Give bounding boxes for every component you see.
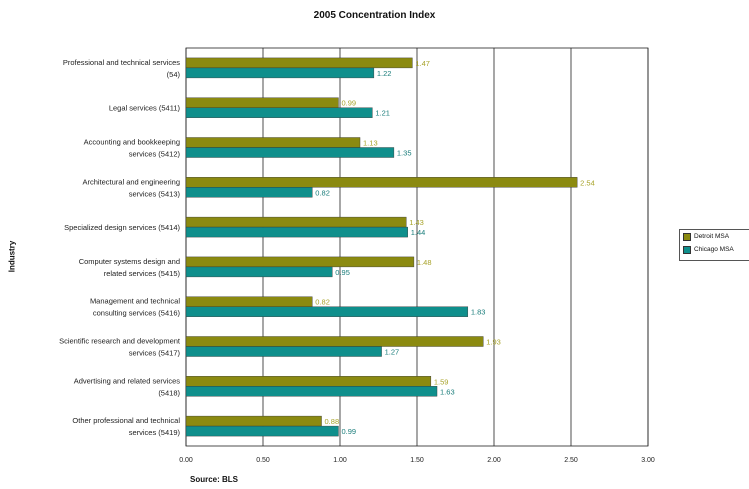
category-label: related services (5415) xyxy=(104,269,181,278)
bar-detroit xyxy=(185,415,322,427)
category-label: Professional and technical services xyxy=(63,58,180,67)
legend-swatch-chicago xyxy=(683,245,691,254)
data-label: 0.99 xyxy=(341,99,356,108)
x-tick-label: 0.00 xyxy=(179,457,193,464)
x-tick-label: 2.50 xyxy=(564,457,578,464)
bar-chicago xyxy=(185,226,408,238)
data-label: 1.63 xyxy=(440,387,455,396)
bar-chicago xyxy=(185,67,375,79)
source-note: Source: BLS xyxy=(190,475,239,484)
category-label: (5418) xyxy=(158,388,180,397)
data-label: 1.47 xyxy=(415,59,430,68)
bar-chicago xyxy=(185,425,339,437)
data-label: 1.44 xyxy=(411,228,426,237)
category-label: Accounting and bookkeeping xyxy=(84,138,180,147)
bar-chicago xyxy=(185,266,333,278)
bar-chicago xyxy=(185,386,438,397)
data-label: 1.21 xyxy=(375,109,390,118)
category-label: Legal services (5411) xyxy=(109,104,181,113)
category-label: (54) xyxy=(167,70,181,79)
bar-detroit xyxy=(185,97,339,108)
data-label: 1.27 xyxy=(385,348,400,357)
bar-detroit xyxy=(185,57,413,69)
legend-item-detroit: Detroit MSA xyxy=(680,230,749,243)
bar-detroit xyxy=(185,336,484,347)
category-label: services (5412) xyxy=(129,150,181,159)
category-label: consulting services (5416) xyxy=(93,309,181,318)
legend: Detroit MSA Chicago MSA xyxy=(679,229,749,261)
x-tick-label: 3.00 xyxy=(641,457,655,464)
category-label: Computer systems design and xyxy=(79,257,180,266)
bar-detroit xyxy=(185,256,415,268)
legend-item-chicago: Chicago MSA xyxy=(680,243,749,256)
plot-frame xyxy=(185,47,649,447)
data-label: 1.83 xyxy=(471,308,486,317)
bar-chicago xyxy=(185,306,469,317)
category-label: services (5413) xyxy=(129,189,181,198)
category-label: Architectural and engineering xyxy=(82,177,180,186)
category-label: Management and technical xyxy=(90,297,180,306)
bar-detroit xyxy=(185,137,361,148)
category-label: Other professional and technical xyxy=(72,416,180,425)
bar-detroit xyxy=(185,177,578,188)
category-label: services (5419) xyxy=(129,428,181,437)
data-label: 1.35 xyxy=(397,149,412,158)
legend-label-detroit: Detroit MSA xyxy=(694,233,730,240)
category-label: Advertising and related services xyxy=(74,376,181,385)
data-label: 0.99 xyxy=(341,427,356,436)
data-label: 2.54 xyxy=(580,178,595,187)
x-tick-label: 1.00 xyxy=(333,457,347,464)
category-label: Specialized design services (5414) xyxy=(64,223,180,232)
x-tick-label: 1.50 xyxy=(410,457,424,464)
data-label: 0.95 xyxy=(335,268,350,277)
bar-chicago xyxy=(185,107,373,118)
bar-detroit xyxy=(185,216,407,228)
legend-label-chicago: Chicago MSA xyxy=(694,246,734,253)
data-label: 1.43 xyxy=(409,218,424,227)
bar-chicago xyxy=(185,147,395,158)
bar-detroit xyxy=(185,376,432,387)
category-label: Scientific research and development xyxy=(59,337,181,346)
data-label: 1.13 xyxy=(363,139,378,148)
data-label: 1.22 xyxy=(377,69,392,78)
legend-swatch-detroit xyxy=(683,232,691,241)
bar-chicago xyxy=(185,187,313,198)
category-label: services (5417) xyxy=(129,349,181,358)
bar-detroit xyxy=(185,296,313,307)
data-label: 1.48 xyxy=(417,258,432,267)
data-label: 1.59 xyxy=(434,377,449,386)
chart-title: 2005 Concentration Index xyxy=(313,10,436,21)
data-label: 0.82 xyxy=(315,298,330,307)
y-axis-label: Industry xyxy=(7,240,17,273)
x-tick-label: 2.00 xyxy=(487,457,501,464)
data-label: 1.93 xyxy=(486,338,501,347)
bar-chicago xyxy=(185,346,382,357)
data-label: 0.88 xyxy=(325,417,340,426)
data-label: 0.82 xyxy=(315,188,330,197)
x-tick-label: 0.50 xyxy=(256,457,270,464)
